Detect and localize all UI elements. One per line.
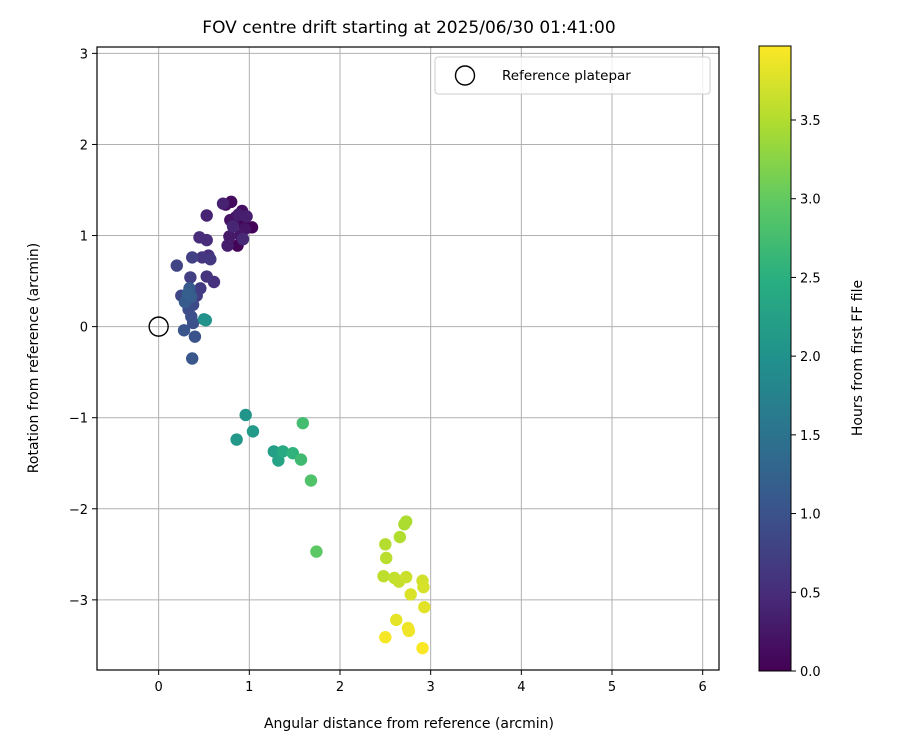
data-point [380,551,393,565]
data-point [379,631,392,644]
x-tick-label: 3 [427,680,435,695]
data-point [296,416,310,430]
data-point [304,474,318,487]
chart-title: FOV centre drift starting at 2025/06/30 … [202,18,615,38]
data-point [240,210,253,223]
data-point [377,569,390,583]
x-tick-label: 0 [155,680,163,695]
legend-box [434,56,711,95]
plot-frame [96,46,720,671]
reference-platepar-marker [148,316,169,337]
data-point [186,251,199,264]
data-point [181,287,194,301]
x-axis-label: Angular distance from reference (arcmin) [264,716,554,732]
colorbar-tick-label: 3.0 [800,193,821,208]
data-point [246,425,260,438]
data-point [221,239,234,252]
colorbar-tick-label: 2.5 [800,271,821,286]
data-point [177,324,191,337]
data-point [216,197,230,210]
y-tick-label: 3 [80,47,88,62]
data-point [226,220,240,233]
data-point [204,253,217,266]
legend-label: Reference platepar [502,68,631,84]
data-points [170,195,431,655]
data-point [236,232,250,246]
data-point [200,270,213,283]
data-point [399,570,413,584]
x-tick-label: 1 [245,680,253,695]
legend: Reference platepar [434,56,711,95]
colorbar-label: Hours from first FF file [850,280,866,436]
y-tick-label: −2 [69,503,88,518]
data-point [184,271,197,284]
y-tick-label: −1 [69,412,88,427]
y-tick-label: 1 [80,230,88,245]
data-point [416,641,429,655]
y-axis-ticks: −3 −2 −1 0 1 2 3 [69,47,97,609]
colorbar-tick-label: 3.5 [800,114,821,129]
data-point [404,588,417,601]
x-tick-label: 5 [608,680,616,695]
x-tick-label: 6 [699,680,707,695]
colorbar-tick-label: 0.0 [800,665,821,680]
data-point [200,233,213,247]
data-point [294,453,308,466]
x-tick-label: 4 [517,680,525,695]
y-tick-label: 2 [80,138,88,153]
data-point [188,330,202,343]
data-point [186,316,200,330]
data-point [199,314,213,327]
data-point [417,580,430,594]
data-point [230,433,243,446]
colorbar-tick-label: 1.0 [800,508,821,523]
colorbar-tick-label: 2.0 [800,350,821,365]
colorbar-tick-label: 1.5 [800,429,821,444]
data-point [170,259,183,272]
data-point [310,545,323,558]
data-point [379,538,392,551]
x-tick-label: 2 [336,680,344,695]
y-tick-label: 0 [80,321,88,336]
y-tick-label: −3 [69,594,88,609]
data-point [399,515,413,528]
data-point [239,408,252,422]
data-point [200,209,213,222]
colorbar-tick-label: 0.5 [800,586,821,601]
legend-marker-icon [454,65,476,86]
y-axis-label: Rotation from reference (arcmin) [26,243,42,473]
data-point [390,613,403,627]
data-point [402,624,416,638]
data-point [276,445,290,458]
colorbar-ticks: 0.0 0.5 1.0 1.5 2.0 2.5 3.0 3.5 [791,114,821,680]
data-point [418,600,431,614]
data-point [393,530,407,544]
x-axis-ticks: 0 1 2 3 4 5 6 [155,670,707,695]
data-point [186,352,199,365]
colorbar [758,45,792,672]
